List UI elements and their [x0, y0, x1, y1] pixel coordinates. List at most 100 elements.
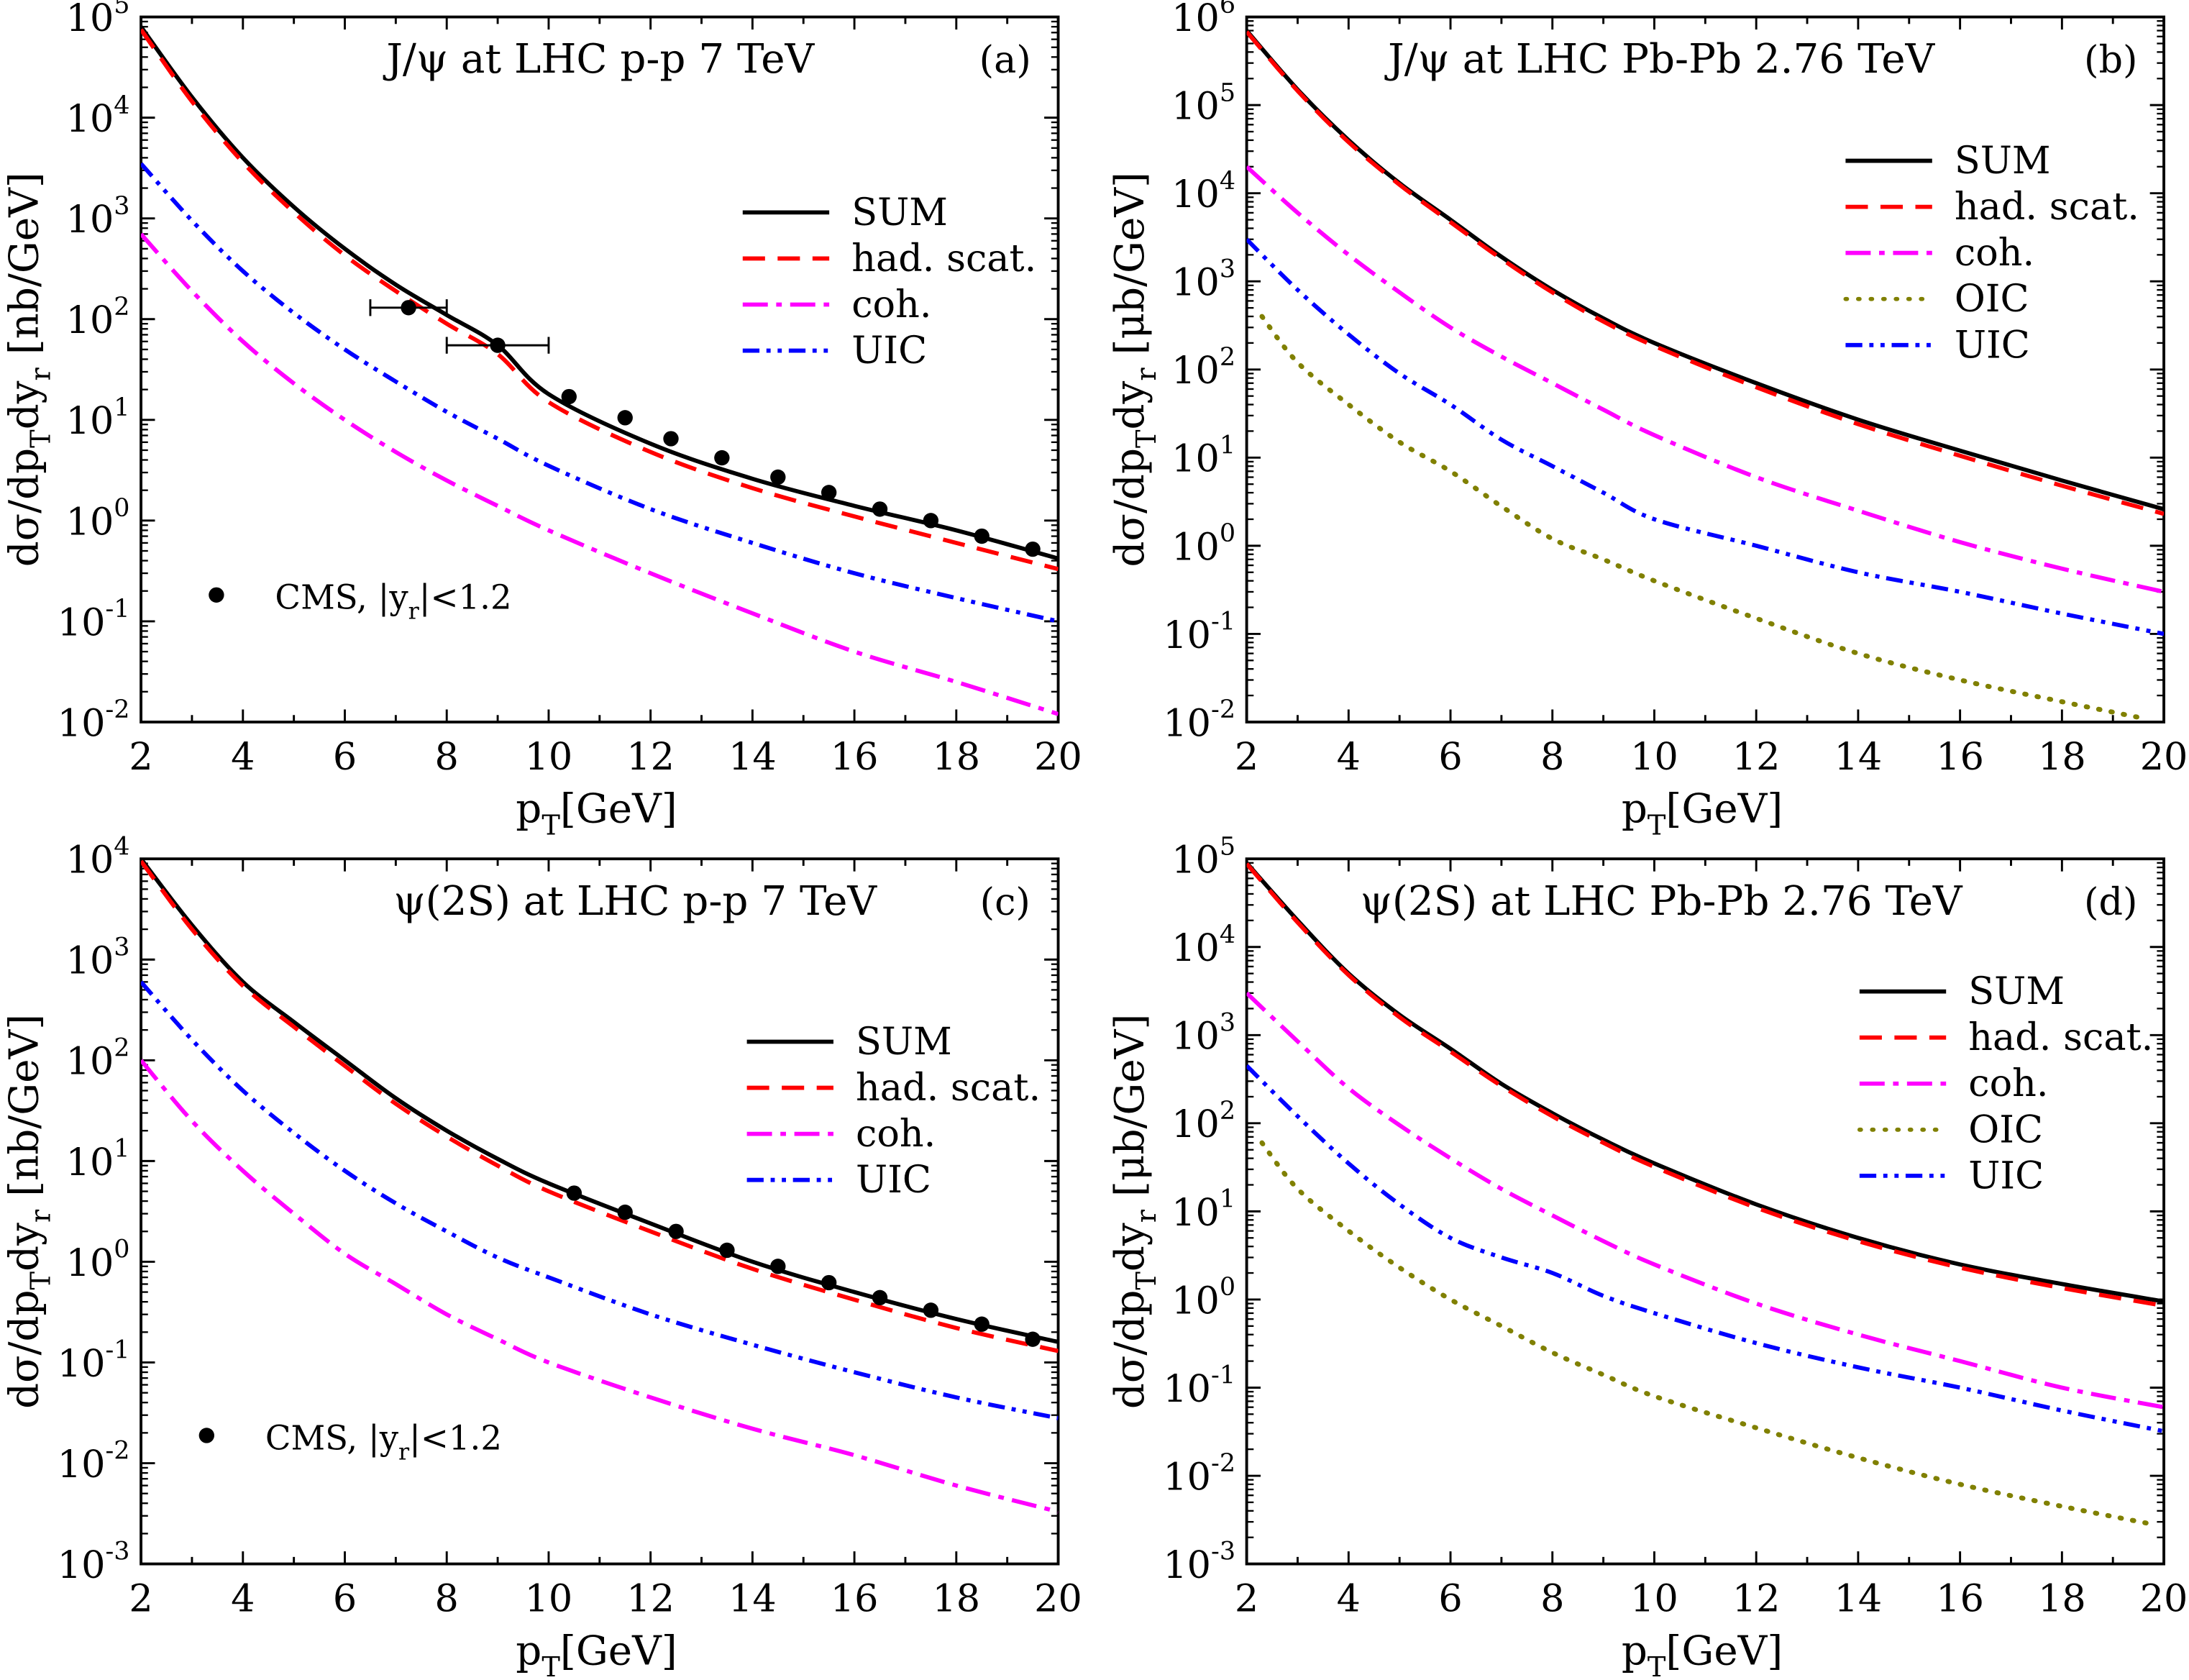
x-tick-label: 18	[932, 1577, 980, 1621]
x-tick-label: 8	[1540, 1577, 1564, 1621]
subscript: r	[24, 367, 57, 380]
x-tick-label: 18	[2038, 735, 2086, 779]
data-point	[617, 1204, 633, 1220]
text-part: [nb/GeV]	[1, 172, 47, 368]
subscript: r	[1130, 368, 1163, 381]
x-tick-label: 6	[333, 735, 357, 779]
tick-exponent: 5	[1220, 78, 1235, 107]
x-tick-label: 14	[728, 1577, 777, 1621]
tick-base: 10	[58, 1342, 106, 1386]
tick-base: 10	[1163, 701, 1211, 745]
y-tick-label: 102	[66, 1033, 130, 1083]
legend-label: SUM	[1955, 139, 2051, 183]
plot-frame	[140, 857, 1060, 1566]
legend-label: UIC	[1968, 1154, 2044, 1197]
y-tick-label: 102	[1171, 343, 1235, 393]
y-tick-label: 105	[1171, 78, 1235, 128]
y-axis-label: dσ/dpTdyr [nb/GeV]	[1, 1014, 57, 1409]
panel-title: J/ψ at LHC Pb-Pb 2.76 TeV	[1384, 36, 1935, 83]
tick-exponent: 4	[1220, 921, 1235, 949]
series-line-hadscat	[141, 859, 1059, 1353]
text-part: [μb/GeV]	[1107, 172, 1153, 368]
series-line-sum	[141, 859, 1059, 1344]
tick-exponent: 4	[1220, 167, 1235, 196]
x-tick-label: 10	[1630, 1577, 1678, 1621]
legend-label: coh.	[1955, 231, 2034, 275]
x-tick-label: 14	[1834, 1577, 1883, 1621]
tick-base: 10	[1171, 261, 1220, 305]
x-tick-label: 18	[2038, 1577, 2086, 1621]
series-line-coh	[1246, 991, 2165, 1410]
y-tick-label: 105	[66, 0, 130, 40]
tick-base: 10	[1171, 1279, 1220, 1323]
text-part: p	[1622, 1628, 1648, 1674]
series-line-hadscat	[1246, 862, 2165, 1308]
text-part: dσ/dp	[1107, 1290, 1153, 1409]
x-tick-label: 20	[1034, 1577, 1082, 1621]
panel-title: J/ψ at LHC p-p 7 TeV	[383, 36, 815, 83]
y-tick-label: 105	[1171, 832, 1235, 882]
tick-base: 10	[1171, 839, 1220, 882]
x-tick-label: 12	[1732, 735, 1781, 779]
tick-base: 10	[66, 1141, 114, 1184]
data-point	[663, 431, 679, 447]
subscript: r	[24, 1209, 57, 1223]
data-point	[617, 410, 633, 426]
x-tick-label: 6	[1438, 735, 1462, 779]
curves	[141, 859, 1059, 1514]
x-tick-label: 8	[435, 735, 459, 779]
text-part: |<1.2	[409, 1418, 502, 1457]
subscript: T	[541, 810, 560, 842]
x-axis-label: pT[GeV]	[516, 1628, 677, 1680]
text-part: CMS, |y	[275, 578, 408, 617]
x-tick-label: 12	[1732, 1577, 1781, 1621]
tick-exponent: -2	[105, 1437, 129, 1466]
subscript: T	[24, 429, 57, 448]
series-line-coh	[141, 1059, 1059, 1514]
legend-label: had. scat.	[856, 1066, 1041, 1110]
subscript: r	[1130, 1209, 1163, 1223]
y-tick-label: 101	[1171, 1185, 1235, 1235]
series-line-coh	[1246, 165, 2165, 594]
tick-base: 10	[1171, 85, 1220, 129]
data-point	[770, 469, 786, 485]
tick-base: 10	[66, 97, 114, 141]
tick-exponent: 3	[1220, 1008, 1235, 1037]
y-tick-label: 101	[66, 1135, 130, 1184]
subscript: r	[408, 599, 420, 625]
x-tick-label: 16	[1936, 735, 1984, 779]
legend-label: OIC	[1955, 277, 2029, 321]
data-point	[561, 388, 577, 405]
series-line-uic	[1246, 1064, 2165, 1433]
series-line-uic	[141, 980, 1059, 1420]
tick-exponent: -3	[105, 1538, 129, 1566]
tick-base: 10	[1171, 349, 1220, 393]
y-tick-label: 102	[66, 293, 130, 342]
tick-base: 10	[1163, 1455, 1211, 1499]
tick-exponent: 1	[1220, 1185, 1235, 1214]
tick-base: 10	[66, 939, 114, 983]
x-tick-label: 6	[333, 1577, 357, 1621]
panel-tag: (b)	[2084, 38, 2137, 82]
tick-exponent: 0	[1220, 519, 1235, 548]
text-part: [GeV]	[1665, 1628, 1783, 1674]
tick-exponent: -3	[1211, 1538, 1235, 1566]
tick-exponent: -1	[105, 1336, 129, 1365]
legend-label: coh.	[856, 1112, 936, 1156]
legend-label: UIC	[1955, 323, 2030, 367]
legend-label-cms: CMS, |yr|<1.2	[275, 578, 511, 625]
series-line-oic	[1259, 1140, 2157, 1528]
panel-d: 2 4 6 8 10 12 14 16 18 2010-310-210-1100101102103…	[1107, 832, 2188, 1680]
data-point	[821, 485, 837, 501]
tick-base: 10	[66, 399, 114, 443]
text-part: [nb/GeV]	[1, 1014, 47, 1210]
panel-b: 2 4 6 8 10 12 14 16 18 2010-210-11001011021031041…	[1107, 0, 2188, 842]
data-point	[974, 528, 990, 544]
text-part: dy	[1, 380, 47, 429]
x-tick-label: 2	[129, 735, 152, 779]
subscript: T	[1130, 1272, 1163, 1290]
legend-label: UIC	[851, 329, 927, 373]
x-tick-label: 2	[129, 1577, 152, 1621]
text-part: dσ/dp	[1, 448, 47, 567]
